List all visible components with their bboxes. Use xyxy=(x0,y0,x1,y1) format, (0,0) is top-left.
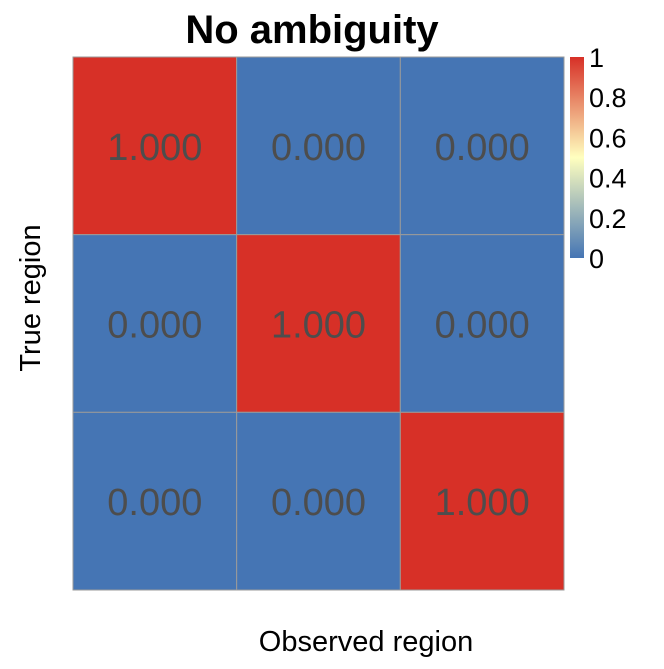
colorbar-tick-label: 0.6 xyxy=(589,123,627,153)
cell-label-r3-c3: 1.000 xyxy=(435,482,530,524)
cell-label-r2-c1: 0.000 xyxy=(107,305,202,347)
heatmap-cell-r3-c2 xyxy=(236,411,401,591)
colorbar-tick-label: 0.4 xyxy=(589,164,627,194)
colorbar-ticks: 1 0.8 0.6 0.4 0.2 0 xyxy=(584,43,627,274)
chart-title: No ambiguity xyxy=(185,8,439,52)
cell-label-r2-c3: 0.000 xyxy=(435,305,530,347)
y-axis-label: True region xyxy=(15,224,47,371)
colorbar xyxy=(570,57,584,258)
heatmap-cell-r1-c1 xyxy=(72,56,238,236)
heatmap-cell-r2-c2 xyxy=(236,234,401,413)
heatmap-cell-r3-c3 xyxy=(399,411,565,591)
x-axis-label: Observed region xyxy=(259,626,473,658)
colorbar-tick-label: 0.8 xyxy=(589,83,627,113)
heatmap-cell-r1-c2 xyxy=(236,56,401,236)
heatmap-cells xyxy=(72,56,565,591)
heatmap-cell-r1-c3 xyxy=(399,56,565,236)
heatmap-cell-r2-c1 xyxy=(72,234,238,413)
cell-label-r2-c2: 1.000 xyxy=(271,305,366,347)
colorbar-tick-label: 1 xyxy=(589,43,604,73)
cell-label-r3-c1: 0.000 xyxy=(107,482,202,524)
heatmap-cell-labels: 1.000 0.000 0.000 0.000 1.000 0.000 0.000 0.000… xyxy=(107,127,529,524)
colorbar-legend: 1 0.8 0.6 0.4 0.2 0 xyxy=(570,43,627,274)
colorbar-tick-label: 0 xyxy=(589,244,604,274)
cell-label-r1-c2: 0.000 xyxy=(271,127,366,169)
heatmap-cell-r3-c1 xyxy=(72,411,238,591)
cell-label-r1-c3: 0.000 xyxy=(435,127,530,169)
cell-label-r3-c2: 0.000 xyxy=(271,482,366,524)
colorbar-tick-label: 0.2 xyxy=(589,204,627,234)
heatmap-cell-r2-c3 xyxy=(399,234,565,413)
cell-label-r1-c1: 1.000 xyxy=(107,127,202,169)
